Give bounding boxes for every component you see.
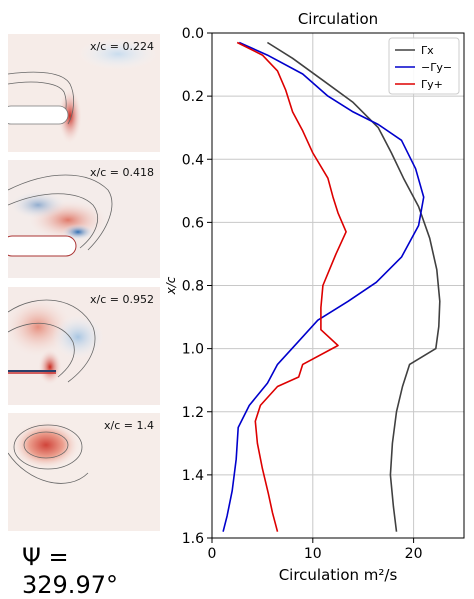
x-tick-label: 0 <box>208 546 217 562</box>
y-tick-label: 1.2 <box>182 405 204 421</box>
y-tick-label: 0.0 <box>182 26 204 42</box>
contour-plot-1 <box>8 34 160 152</box>
legend-label-0: Γx <box>421 44 434 57</box>
panel-label-4: x/c = 1.4 <box>104 419 154 432</box>
contour-panel-3: x/c = 0.952 <box>8 287 160 405</box>
contour-plot-4 <box>8 413 160 531</box>
series-line-0 <box>266 41 441 532</box>
panel-label-1: x/c = 0.224 <box>90 40 154 53</box>
contour-panel-2: x/c = 0.418 <box>8 160 160 278</box>
y-tick-label: 0.4 <box>182 152 204 168</box>
panel-label-2: x/c = 0.418 <box>90 166 154 179</box>
y-axis-ticks: 0.0 0.2 0.4 0.6 0.8 1.0 1.2 1.4 1.6 <box>182 26 212 547</box>
series-layer <box>222 41 441 532</box>
y-tick-label: 0.6 <box>182 215 204 231</box>
grid-lines <box>211 32 464 539</box>
chart-title: Circulation <box>298 10 378 28</box>
contour-plot-3 <box>8 287 160 405</box>
x-axis-ticks: 0 10 20 <box>208 538 423 562</box>
x-axis-label: Circulation m²/s <box>279 566 398 584</box>
contour-plot-2 <box>8 160 160 278</box>
legend-box <box>388 37 460 95</box>
y-tick-label: 1.4 <box>182 468 204 484</box>
x-tick-label: 10 <box>304 546 322 562</box>
contour-panels: x/c = 0.224 x/c = 0.418 <box>0 0 165 599</box>
y-tick-label: 0.2 <box>182 89 204 105</box>
legend-label-1: −Γy− <box>421 61 452 74</box>
y-tick-label: 0.8 <box>182 279 204 295</box>
series-line-2 <box>236 41 347 532</box>
circulation-chart: 0 10 20 0.0 0.2 0.4 0.6 0.8 1.0 1.2 1.4 1.6 Circul… <box>165 10 465 584</box>
legend: Γx −Γy− Γy+ <box>388 37 460 95</box>
contour-panel-4: x/c = 1.4 <box>8 413 160 531</box>
contour-panel-1: x/c = 0.224 <box>8 34 160 152</box>
x-tick-label: 20 <box>405 546 423 562</box>
y-axis-label: x/c <box>165 276 178 295</box>
y-tick-label: 1.0 <box>182 342 204 358</box>
panel-label-3: x/c = 0.952 <box>90 293 154 306</box>
legend-label-2: Γy+ <box>421 78 443 91</box>
psi-label: Ψ = 329.97° <box>22 543 118 599</box>
y-tick-label: 1.6 <box>182 531 204 547</box>
series-line-1 <box>222 41 425 532</box>
